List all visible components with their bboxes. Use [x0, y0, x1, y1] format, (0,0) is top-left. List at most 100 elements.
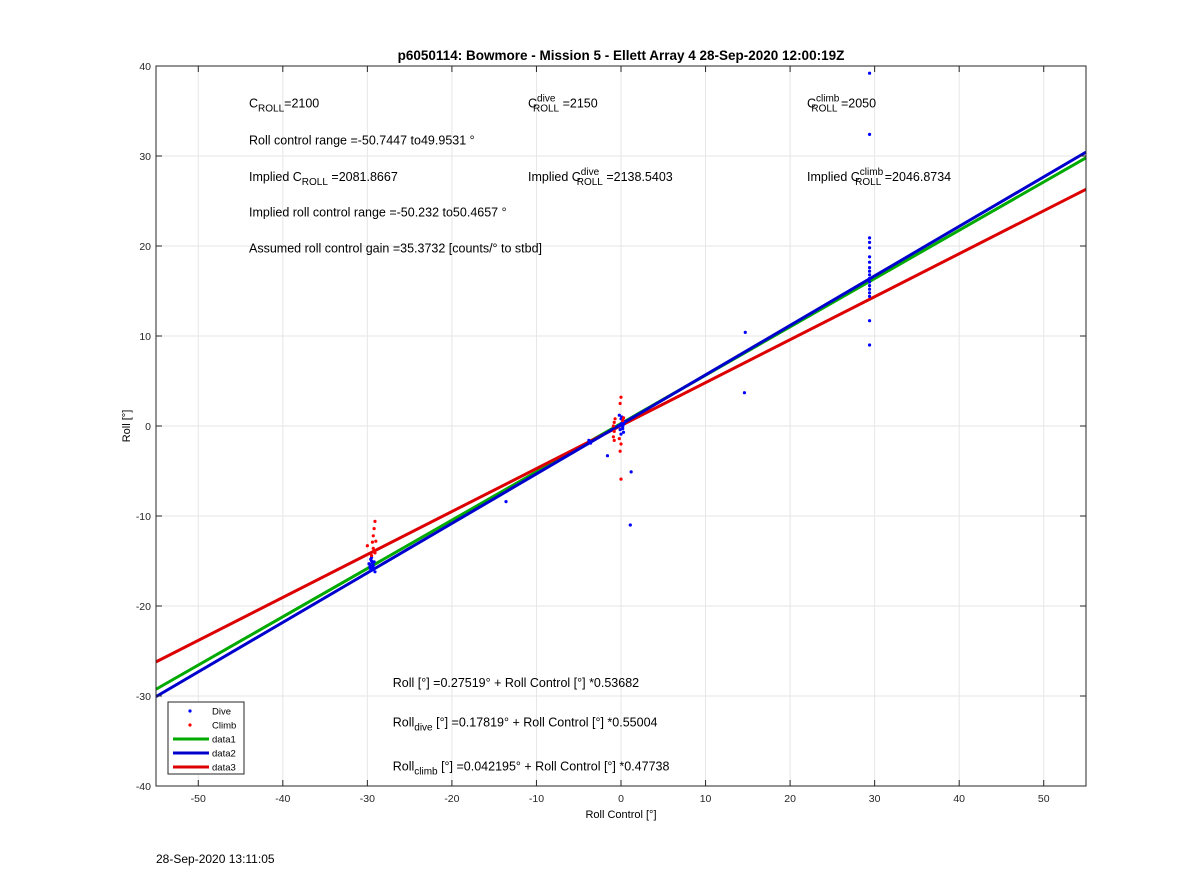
y-tick-label: 40: [139, 61, 151, 73]
data-point-dive: [621, 422, 626, 426]
data-point-climb: [372, 549, 376, 553]
y-axis-label: Roll [°]: [121, 410, 133, 443]
annotation-text-part: ROLL: [258, 103, 285, 114]
data-point-climb: [611, 424, 615, 428]
y-tick-label: -10: [136, 511, 151, 523]
data-point-dive: [867, 71, 872, 75]
annotation-text-part: Roll [°] =0.27519° + Roll Control [°] *0…: [393, 676, 639, 690]
x-tick-label: 20: [784, 793, 796, 805]
data-point-dive: [372, 560, 376, 564]
annotation-text-part: =2046.8734: [881, 170, 951, 184]
annotation-text-part: [°] =0.17819° + Roll Control [°] *0.5500…: [433, 716, 658, 730]
annotation-text-part: C: [249, 96, 258, 110]
data-point-climb: [612, 420, 616, 424]
data-point-dive: [368, 565, 372, 569]
annotation-text-part: Roll control range =-50.7447 to49.9531 °: [249, 133, 475, 147]
legend-label: Climb: [212, 721, 236, 732]
x-axis-label: Roll Control [°]: [585, 809, 656, 821]
annotation-text-part: climb: [414, 767, 438, 778]
legend-label: data2: [212, 749, 236, 760]
data-point-climb: [613, 417, 617, 421]
x-tick-label: 30: [869, 793, 881, 805]
annotation-text-part: Roll: [393, 716, 415, 730]
x-tick-label: 50: [1038, 793, 1050, 805]
data-point-dive: [373, 570, 377, 574]
data-point-climb: [612, 429, 616, 433]
annotations: CROLL=2100 Cdive ROLL =2150 Cclimb ROLL =205…: [249, 93, 951, 777]
data-point-dive: [628, 523, 632, 527]
y-tick-label: 0: [145, 421, 151, 433]
data-point-dive: [743, 330, 747, 334]
data-point-dive: [867, 276, 872, 280]
data-point-dive: [619, 432, 623, 436]
y-tick-label: 10: [139, 331, 151, 343]
data-point-climb: [619, 395, 623, 399]
y-tick-label: 20: [139, 241, 151, 253]
annotation-implied-range: Implied roll control range =-50.232 to50…: [249, 205, 507, 219]
annotation-text-part: climb: [816, 93, 840, 104]
annotation-text-part: ROLL: [302, 177, 329, 188]
data-point-climb: [621, 419, 625, 423]
data-point-climb: [370, 540, 375, 544]
annotation-text-part: climb: [860, 167, 884, 178]
annotation-text-part: ROLL: [855, 177, 882, 188]
annotation-implied-c-roll-climb: Implied Cclimb ROLL =2046.8734: [807, 167, 951, 188]
x-tick-label: -10: [529, 793, 544, 805]
data-point-dive: [629, 470, 633, 474]
data-point-dive: [867, 280, 872, 284]
x-tick-label: 0: [618, 793, 624, 805]
data-point-climb: [374, 539, 378, 543]
annotation-text-part: Assumed roll control gain =35.3732 [coun…: [249, 241, 542, 255]
x-tick-label: -50: [191, 793, 206, 805]
annotation-text-part: Implied C: [528, 170, 581, 184]
data-point-dive: [867, 132, 872, 136]
print-timestamp: 28-Sep-2020 13:11:05: [156, 852, 275, 866]
data-point-climb: [373, 519, 377, 524]
data-point-climb: [371, 546, 375, 551]
annotation-text-part: ROLL: [577, 177, 604, 188]
y-tick-label: -20: [136, 601, 151, 613]
annotation-text-part: C: [528, 96, 537, 110]
data-point-climb: [611, 435, 615, 439]
legend-marker-dive: [188, 709, 192, 713]
data-point-dive: [371, 563, 375, 568]
annotation-text-part: =2050: [838, 96, 877, 110]
annotation-c-roll-dive: Cdive ROLL =2150: [528, 93, 598, 114]
data-point-dive: [867, 273, 872, 277]
annotation-fit-climb: Rollclimb [°] =0.042195° + Roll Control …: [393, 760, 670, 778]
annotation-text-part: dive: [414, 723, 433, 734]
data-point-dive: [587, 438, 591, 442]
annotation-implied-c-roll-dive: Implied Cdive ROLL =2138.5403: [528, 167, 673, 188]
data-point-climb: [618, 401, 622, 406]
axis-ticks: -50 -40 -30 -20 -10 0 10 20 30 40 50 -40 -30 -20 -10 0 1…: [136, 61, 1086, 805]
data-point-dive: [867, 266, 872, 270]
annotation-implied-c-roll: Implied CROLL =2081.8667: [249, 170, 398, 188]
data-point-dive: [867, 319, 872, 323]
data-point-dive: [605, 454, 610, 458]
y-tick-label: -30: [136, 691, 151, 703]
legend: Dive Climb data1 data2 data3: [167, 701, 245, 775]
data-point-climb: [617, 437, 621, 441]
data-point-dive: [867, 236, 872, 240]
data-point-dive: [867, 343, 872, 347]
annotation-text-part: =2081.8667: [328, 170, 398, 184]
annotation-text-part: Implied C: [807, 170, 860, 184]
data-point-dive: [504, 500, 508, 504]
annotation-text-part: ROLL: [811, 103, 838, 114]
annotation-text-part: dive: [537, 93, 556, 104]
annotation-text-part: Implied C: [249, 170, 302, 184]
data-point-dive: [867, 291, 872, 295]
data-point-dive: [367, 562, 371, 566]
data-point-climb: [369, 554, 374, 558]
annotation-text-part: =2150: [559, 96, 598, 110]
x-tick-label: 40: [953, 793, 965, 805]
annotation-text-part: dive: [581, 167, 600, 178]
annotation-text-part: C: [807, 96, 816, 110]
data-point-dive: [621, 430, 626, 434]
data-point-dive: [617, 424, 621, 428]
data-points: [365, 71, 872, 574]
x-tick-label: 10: [700, 793, 712, 805]
annotation-fit-dive: Rolldive [°] =0.17819° + Roll Control [°…: [393, 716, 658, 734]
data-point-dive: [867, 255, 872, 259]
